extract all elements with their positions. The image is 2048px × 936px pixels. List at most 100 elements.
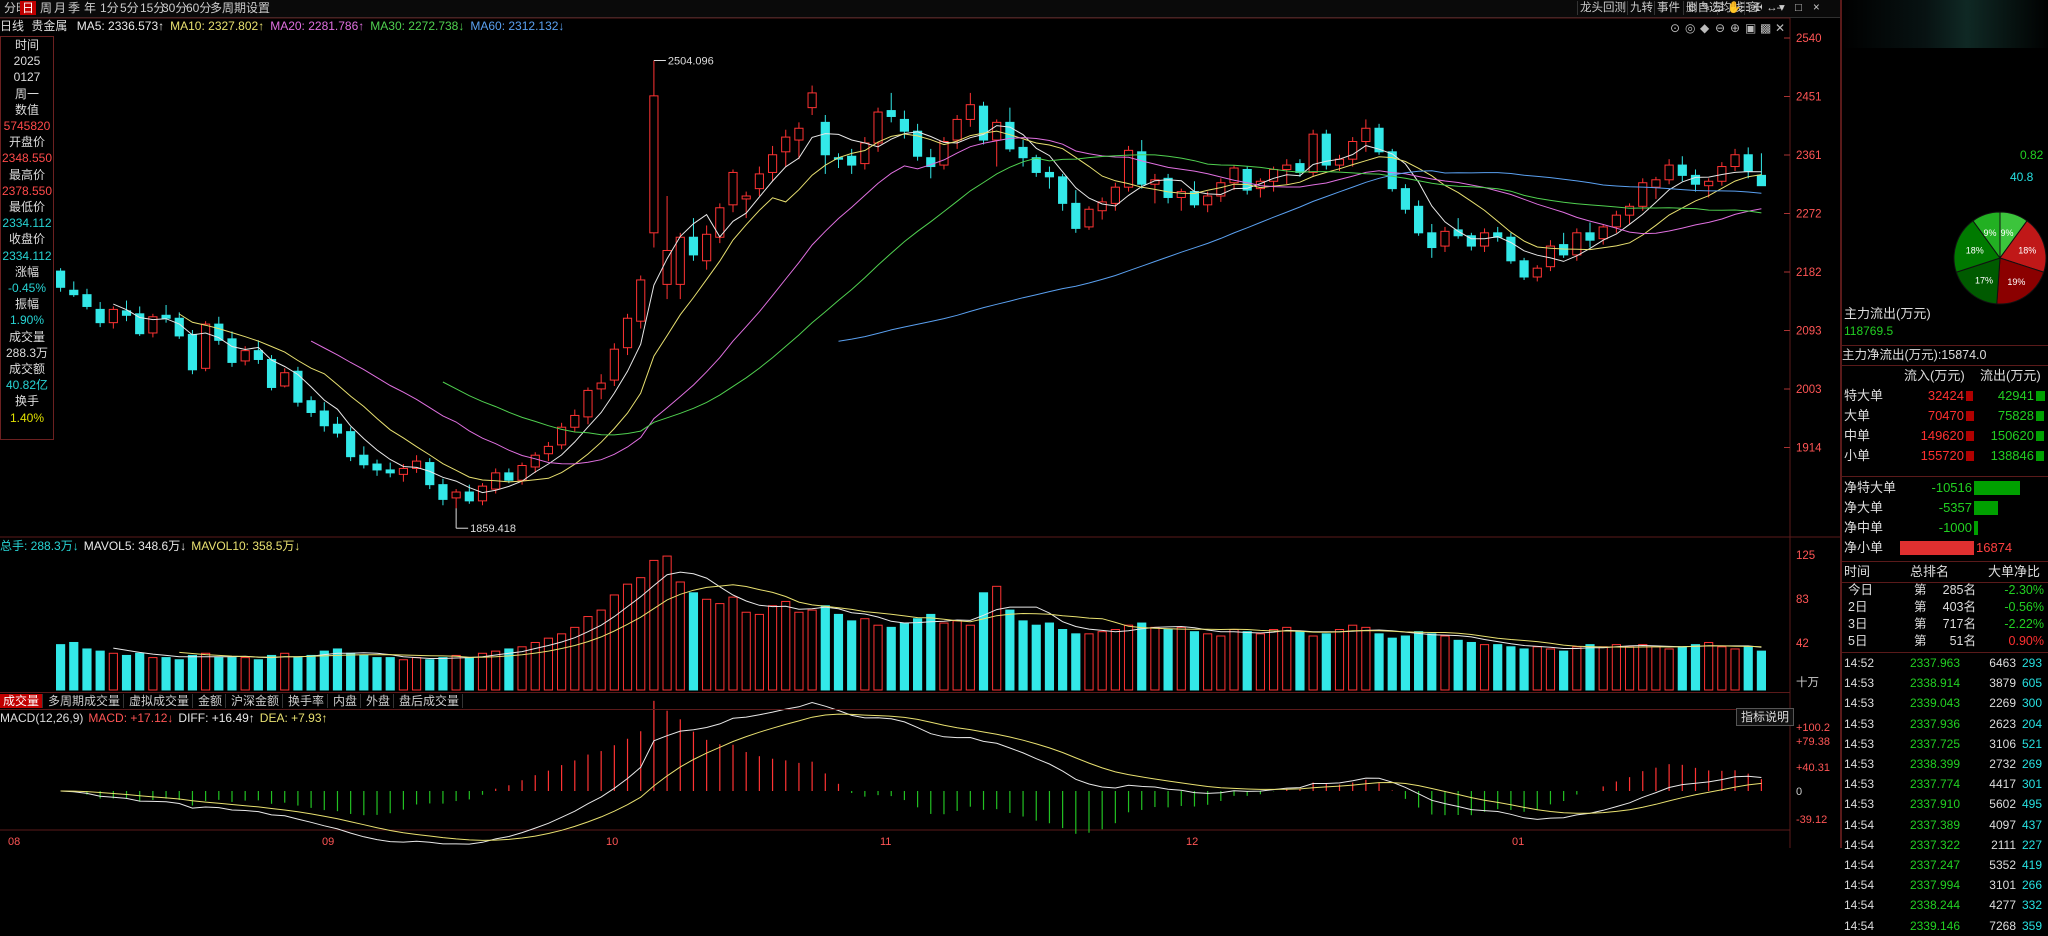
vol-bar-15 xyxy=(253,659,263,691)
flow-in-bar xyxy=(1966,411,1974,421)
candle-32 xyxy=(477,483,488,506)
vol-bar-92 xyxy=(1268,629,1279,691)
vol-bar-114 xyxy=(1559,650,1569,691)
vol-bar-86 xyxy=(1189,631,1200,691)
diff-line xyxy=(60,701,1762,845)
toolbar-icon-0[interactable]: ⊙ xyxy=(1688,2,1698,14)
vol-tick-3: 十万 xyxy=(1796,675,1819,689)
indicator-tab-1[interactable]: 多周期成交量 xyxy=(45,694,125,708)
indicator-tab-3[interactable]: 金额 xyxy=(195,694,227,708)
tick-price: 2339.146 xyxy=(1909,918,1960,933)
tick-row-0: 14:52 2337.963 6463 293 xyxy=(1842,653,2048,673)
candle-42 xyxy=(609,343,619,386)
period-tab-1[interactable]: 日 xyxy=(20,1,37,15)
tick-price: 2337.247 xyxy=(1909,858,1960,872)
indicator-tab-2[interactable]: 虚拟成交量 xyxy=(126,694,194,708)
vol-bar-77 xyxy=(1071,633,1081,691)
vol-bar-107 xyxy=(1466,641,1476,691)
period-tab-4[interactable]: 季 xyxy=(68,1,81,15)
net-bar xyxy=(1974,501,1998,515)
net-row-1: 净大单 -5357 xyxy=(1842,498,2048,518)
info-row-0: 时间 xyxy=(14,38,39,52)
period-tab-5[interactable]: 年 xyxy=(84,1,97,15)
toolbar-right-4[interactable]: 均线 xyxy=(1717,1,1745,15)
vol-bar-8 xyxy=(161,657,171,691)
period-tab-12[interactable]: 设置 xyxy=(246,1,271,15)
tick-extra: 495 xyxy=(2022,797,2043,812)
toolbar-right-0[interactable]: 龙头回测 xyxy=(1577,1,1628,15)
macd-legend: MACD(12,26,9) MACD: +17.12↓ DIFF: +16.49↑ D… xyxy=(0,711,333,726)
candle-62 xyxy=(873,107,883,152)
vol-tick-2: 42 xyxy=(1796,638,1809,650)
close-icon[interactable]: × xyxy=(1813,2,1820,14)
tick-price: 2338.399 xyxy=(1909,757,1960,771)
period-tab-3[interactable]: 月 xyxy=(54,1,67,15)
vol-bar-63 xyxy=(886,626,896,691)
tick-volume: 3879 xyxy=(1989,676,2016,691)
rank-period: 2日 xyxy=(1848,600,1868,614)
vol-bar-55 xyxy=(781,600,791,691)
main-outflow-value: 118769.5 xyxy=(1844,324,1894,338)
tick-volume: 4417 xyxy=(1989,777,2016,792)
vol-bar-128 xyxy=(1743,646,1753,691)
indicator-tab-8[interactable]: 盘后成交量 xyxy=(396,694,464,708)
toolbar-right-2[interactable]: 事件 xyxy=(1654,1,1682,15)
candle-128 xyxy=(1743,147,1753,179)
period-tab-7[interactable]: 5分 xyxy=(120,1,139,15)
vol-bar-66 xyxy=(926,613,936,691)
candle-30 xyxy=(451,489,461,509)
toolbar-right-3[interactable]: 删自选 xyxy=(1683,1,1723,15)
main-net-outflow: 主力净流出(万元):15874.0 xyxy=(1842,345,2048,366)
indicator-tab-5[interactable]: 换手率 xyxy=(285,694,329,708)
info-row-4: 数值 xyxy=(14,102,39,117)
period-tab-6[interactable]: 1分 xyxy=(100,1,119,15)
period-tab-8[interactable]: 15分 xyxy=(140,1,166,15)
vol-bar-23 xyxy=(359,654,369,691)
vol-bar-16 xyxy=(266,654,277,691)
chart-canvas[interactable]: 2504.096 1859.418 2540 2451 2361 2272 2182 2093… xyxy=(0,0,1840,848)
flow-in-value: 32424 xyxy=(1927,388,1964,403)
indicator-tab-6[interactable]: 内盘 xyxy=(330,694,362,708)
tick-row-1: 14:53 2338.914 3879 605 xyxy=(1842,673,2048,693)
tick-list[interactable]: 14:52 2337.963 6463 293 14:53 2338.914 3879 605… xyxy=(1842,652,2048,933)
vol-bar-96 xyxy=(1321,633,1331,691)
candle-89 xyxy=(1229,165,1239,191)
indicator-tab-7[interactable]: 外盘 xyxy=(363,694,395,708)
maximize-icon[interactable]: □ xyxy=(1795,2,1802,14)
candle-27 xyxy=(411,455,422,473)
vol-bar-18 xyxy=(293,657,303,691)
volume-legend: 总手: 288.3万↓ MAVOL5: 348.6万↓ MAVOL10: 358.5… xyxy=(0,539,305,554)
ma-item-0: MA5: 2336.573↑ xyxy=(76,19,165,33)
ma-item-1: MA10: 2327.802↑ xyxy=(170,19,265,33)
vol-bar-67 xyxy=(939,622,949,691)
net-name: 净特大单 xyxy=(1844,480,1897,495)
period-tab-9[interactable]: 30分 xyxy=(162,1,188,15)
toolbar-right-1[interactable]: 九转 xyxy=(1627,1,1655,15)
period-tab-11[interactable]: 多周期 xyxy=(210,1,247,15)
vol-bar-60 xyxy=(847,620,857,691)
vol-bar-93 xyxy=(1282,626,1292,691)
vol-bar-79 xyxy=(1097,631,1107,691)
vol-bar-108 xyxy=(1479,644,1490,691)
indicator-tab-0[interactable]: 成交量 xyxy=(0,694,44,708)
toolbar-icon-2[interactable]: ☰ xyxy=(1714,2,1725,14)
toolbar-icon-5[interactable]: ✠ xyxy=(1753,2,1763,14)
toolbar-icon-1[interactable]: ✎ xyxy=(1701,2,1711,14)
period-tab-10[interactable]: 60分 xyxy=(186,1,212,15)
toolbar-icon-4[interactable]: ☷ xyxy=(1740,2,1751,14)
minimize-icon[interactable]: – xyxy=(1777,2,1784,14)
indicator-tab-4[interactable]: 沪深金额 xyxy=(228,694,284,708)
ma-values: MA5: 2336.573↑ MA10: 2327.802↑ MA20: 2281.… xyxy=(71,19,565,33)
toolbar-right-5[interactable]: 窗 xyxy=(1744,1,1761,15)
vol-bar-127 xyxy=(1730,648,1740,691)
vol-bar-121 xyxy=(1651,646,1661,691)
period-tab-2[interactable]: 周 xyxy=(40,1,53,15)
indicator-help-button[interactable]: 指标说明 xyxy=(1736,708,1795,726)
vol-bar-4 xyxy=(108,652,118,691)
toolbar-icon-7[interactable]: ▾ xyxy=(1779,2,1785,14)
vol-bar-75 xyxy=(1044,622,1055,691)
candle-87 xyxy=(1203,191,1213,213)
candle-55 xyxy=(781,129,791,167)
toolbar-icon-3[interactable]: ✋ xyxy=(1727,2,1742,14)
toolbar-icon-6[interactable]: ↔ xyxy=(1766,2,1778,14)
